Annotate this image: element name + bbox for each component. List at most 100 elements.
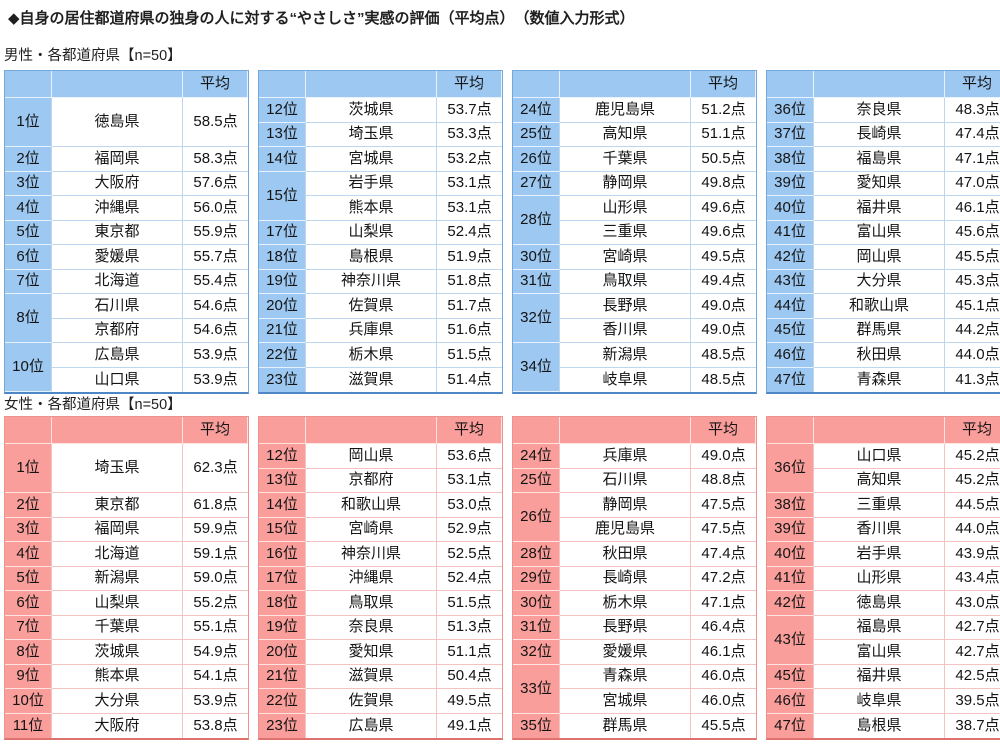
table-row: 39位 香川県 44.0点 [767, 517, 1000, 542]
prefecture-cell: 秋田県 [560, 542, 691, 567]
rank-header-cell [513, 417, 560, 444]
score-cell: 51.5点 [437, 591, 502, 616]
table-row: 41位 富山県 45.6点 [767, 220, 1000, 245]
prefecture-cell: 福岡県 [52, 517, 183, 542]
rank-cell: 34位 [513, 343, 560, 392]
table-header-row: 平均 [513, 417, 756, 444]
prefecture-cell: 愛媛県 [52, 245, 183, 270]
table-row: 23位 広島県 49.1点 [259, 713, 502, 738]
table-row: 32位 愛媛県 46.1点 [513, 640, 756, 665]
score-cell: 55.9点 [183, 220, 248, 245]
table-row: 37位 長崎県 47.4点 [767, 122, 1000, 147]
table-row: 21位 兵庫県 51.6点 [259, 318, 502, 343]
score-cell: 49.5点 [691, 245, 756, 270]
table-row: 28位 山形県 49.6点 [513, 196, 756, 245]
table-header-row: 平均 [5, 71, 248, 98]
prefecture-cell: 北海道 [52, 269, 183, 294]
prefecture-cell: 山形県 [814, 566, 945, 591]
score-cell: 48.8点 [691, 468, 756, 493]
prefecture-cell: 岐阜県 [814, 689, 945, 714]
prefecture-cell: 福島県 [814, 615, 945, 640]
score-cell: 51.5点 [437, 343, 502, 368]
table-row: 11位 大阪府 53.8点 [5, 713, 248, 738]
score-cell: 45.3点 [945, 269, 1000, 294]
prefecture-cell: 群馬県 [560, 713, 691, 738]
table-row: 33位 青森県 46.0点 [513, 664, 756, 714]
prefecture-cell: 大阪府 [52, 171, 183, 196]
prefecture-cell: 奈良県 [814, 98, 945, 123]
prefecture-cell: 山口県 [814, 444, 945, 469]
rank-cell: 6位 [5, 245, 52, 270]
prefecture-cell: 鳥取県 [560, 269, 691, 294]
rank-cell: 37位 [767, 122, 814, 147]
prefecture-cell: 鳥取県 [306, 591, 437, 616]
prefecture-cell: 山梨県 [52, 591, 183, 616]
prefecture-cell: 岡山県 [306, 444, 437, 469]
score-cell: 58.3点 [183, 147, 248, 172]
rank-cell: 47位 [767, 367, 814, 392]
score-cell: 61.8点 [183, 493, 248, 518]
prefecture-cell: 長崎県 [814, 122, 945, 147]
table-row: 14位 和歌山県 53.0点 [259, 493, 502, 518]
rank-cell: 3位 [5, 171, 52, 196]
prefecture-cell: 島根県 [814, 713, 945, 738]
rank-cell: 22位 [259, 689, 306, 714]
table-row: 山口県 53.9点 [5, 367, 248, 392]
rank-header-cell [767, 417, 814, 444]
table-row: 19位 神奈川県 51.8点 [259, 269, 502, 294]
rank-cell: 6位 [5, 591, 52, 616]
score-cell: 45.5点 [691, 713, 756, 738]
prefecture-cell: 滋賀県 [306, 367, 437, 392]
rank-cell: 38位 [767, 493, 814, 518]
rank-cell: 9位 [5, 664, 52, 689]
score-cell: 49.4点 [691, 269, 756, 294]
score-cell: 52.4点 [437, 566, 502, 591]
score-cell: 47.5点 [691, 517, 756, 542]
score-cell: 51.1点 [691, 122, 756, 147]
rank-cell: 1位 [5, 98, 52, 147]
prefecture-cell: 茨城県 [52, 640, 183, 665]
rank-cell: 36位 [767, 444, 814, 493]
score-cell: 49.1点 [437, 713, 502, 738]
score-cell: 47.0点 [945, 171, 1000, 196]
prefecture-cell: 徳島県 [52, 98, 183, 147]
rank-cell: 12位 [259, 444, 306, 469]
rank-cell: 45位 [767, 664, 814, 689]
prefecture-cell: 香川県 [560, 318, 691, 343]
table-row: 2位 福岡県 58.3点 [5, 147, 248, 172]
score-cell: 51.7点 [437, 294, 502, 319]
rank-header-cell [5, 417, 52, 444]
table-row: 4位 北海道 59.1点 [5, 542, 248, 567]
table-row: 9位 熊本県 54.1点 [5, 664, 248, 689]
table-row: 12位 茨城県 53.7点 [259, 98, 502, 123]
table-row: 23位 滋賀県 51.4点 [259, 367, 502, 392]
score-cell: 45.6点 [945, 220, 1000, 245]
rank-cell: 40位 [767, 542, 814, 567]
ranking-table-female-2: 平均 12位 岡山県 53.6点 13位 京都府 53.1点 14位 和歌山県 53.0点 15位宮… [258, 416, 503, 740]
score-cell: 38.7点 [945, 713, 1000, 738]
score-cell: 53.3点 [437, 122, 502, 147]
table-header-row: 平均 [767, 417, 1000, 444]
rank-cell: 4位 [5, 542, 52, 567]
rank-cell: 28位 [513, 542, 560, 567]
rank-cell: 27位 [513, 171, 560, 196]
prefecture-cell: 熊本県 [306, 196, 437, 221]
prefecture-cell: 兵庫県 [560, 444, 691, 469]
prefecture-cell: 岐阜県 [560, 367, 691, 392]
score-cell: 49.8点 [691, 171, 756, 196]
prefecture-cell: 東京都 [52, 220, 183, 245]
rank-cell: 2位 [5, 147, 52, 172]
table-header-row: 平均 [5, 417, 248, 444]
prefecture-cell: 北海道 [52, 542, 183, 567]
rank-header-cell [5, 71, 52, 98]
table-row: 7位 北海道 55.4点 [5, 269, 248, 294]
prefecture-cell: 沖縄県 [52, 196, 183, 221]
score-cell: 54.6点 [183, 294, 248, 319]
table-row: 43位 大分県 45.3点 [767, 269, 1000, 294]
table-row: 22位 佐賀県 49.5点 [259, 689, 502, 714]
prefecture-cell: 広島県 [306, 713, 437, 738]
rank-cell: 36位 [767, 98, 814, 123]
prefecture-header-cell [306, 417, 437, 444]
table-row: 24位 鹿児島県 51.2点 [513, 98, 756, 123]
ranking-table-female-4: 平均 36位 山口県 45.2点 高知県 45.2点 38位 三重県 44.5点 39位 香川県 44… [766, 416, 1000, 740]
